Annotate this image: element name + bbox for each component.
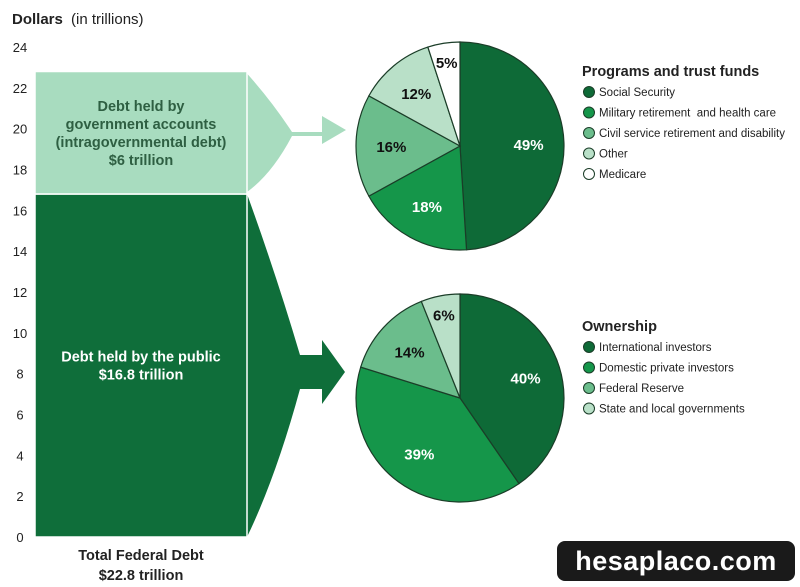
legend-swatch bbox=[583, 147, 595, 160]
pie-slice-label: 5% bbox=[436, 55, 458, 72]
legend-programs-trust-funds: Programs and trust funds Social Security M… bbox=[582, 64, 785, 181]
legend-label: Federal Reserve bbox=[599, 383, 684, 395]
y-tick-label: 8 bbox=[16, 367, 23, 382]
legend-swatch bbox=[583, 341, 595, 353]
pie-slice-label: 49% bbox=[514, 137, 544, 154]
y-tick-label: 16 bbox=[13, 203, 27, 218]
legend-swatch bbox=[583, 361, 595, 374]
total-value-label: $22.8 trillion bbox=[99, 568, 184, 584]
axis-title: Dollars (in trillions) bbox=[12, 11, 144, 28]
legend-label: Civil service retirement and disability bbox=[599, 128, 785, 140]
legend-swatch bbox=[583, 382, 595, 394]
legend-swatch bbox=[583, 127, 595, 139]
pie-slice bbox=[355, 366, 520, 503]
legend-label: International investors bbox=[599, 342, 712, 354]
bar-segment-label: (intragovernmental debt) bbox=[56, 135, 227, 151]
legend-title: Programs and trust funds bbox=[582, 64, 759, 80]
y-tick-label: 14 bbox=[13, 244, 27, 259]
y-tick-label: 20 bbox=[13, 122, 27, 137]
connector-arrows bbox=[247, 73, 346, 537]
pie-slice-label: 40% bbox=[511, 371, 541, 388]
y-tick-label: 10 bbox=[13, 326, 27, 341]
legend-ownership: Ownership International investors Domestic… bbox=[582, 319, 745, 416]
y-tick-label: 6 bbox=[16, 408, 23, 423]
pie-slice-label: 39% bbox=[404, 446, 434, 463]
legend-label: State and local governments bbox=[599, 404, 745, 416]
bar-segment-label: Debt held by the public bbox=[61, 350, 221, 366]
stacked-bar bbox=[34, 70, 248, 538]
bar-segment-label: $16.8 trillion bbox=[99, 368, 184, 384]
bar-segment bbox=[34, 193, 248, 538]
y-tick-label: 2 bbox=[16, 489, 23, 504]
legend-label: Military retirement and health care bbox=[599, 108, 776, 120]
y-tick-label: 4 bbox=[16, 448, 23, 463]
pie-slice bbox=[459, 293, 565, 485]
bar-segment-label: $6 trillion bbox=[109, 153, 173, 169]
pie-slice bbox=[427, 41, 461, 147]
pie-slice-label: 16% bbox=[376, 139, 406, 156]
y-tick-label: 24 bbox=[13, 40, 27, 55]
legend-label: Social Security bbox=[599, 87, 675, 99]
legend-title: Ownership bbox=[582, 319, 657, 335]
legend-label: Domestic private investors bbox=[599, 363, 734, 375]
y-tick-label: 0 bbox=[16, 530, 23, 545]
arrow-to-ownership-pie bbox=[247, 194, 345, 537]
pie-slice bbox=[368, 145, 468, 251]
y-tick-label: 18 bbox=[13, 163, 27, 178]
bar-segment bbox=[34, 70, 248, 195]
bar-segment-label: Debt held by bbox=[97, 99, 184, 115]
legend-label: Other bbox=[599, 149, 628, 161]
pie-slice-label: 12% bbox=[401, 86, 431, 103]
total-label: Total Federal Debt bbox=[78, 548, 204, 564]
y-tick-label: 12 bbox=[13, 285, 27, 300]
pie-slice bbox=[355, 95, 462, 197]
legend-swatch bbox=[583, 402, 595, 415]
legend-swatch bbox=[583, 86, 595, 98]
pie-programs-trust-funds: 49% 18% 16% 12% 5% bbox=[355, 41, 565, 251]
legend-swatch bbox=[583, 106, 595, 119]
pie-slice-label: 6% bbox=[433, 307, 455, 324]
pie-slice-label: 18% bbox=[412, 199, 442, 216]
arrow-to-programs-pie bbox=[247, 73, 346, 192]
legend-swatch bbox=[583, 168, 595, 180]
pie-ownership: 40% 39% 14% 6% bbox=[355, 293, 565, 503]
bar-segment-label: government accounts bbox=[66, 117, 217, 133]
axis-title-main: Dollars bbox=[12, 11, 63, 28]
bar-segment-labels: Debt held by the public $16.8 trillion Deb… bbox=[56, 99, 227, 384]
y-tick-label: 22 bbox=[13, 81, 27, 96]
pie-slice bbox=[459, 41, 565, 251]
pie-slice bbox=[359, 300, 462, 399]
pie-slice bbox=[368, 46, 462, 148]
pie-slice bbox=[420, 293, 461, 399]
axis-title-unit: (in trillions) bbox=[71, 11, 144, 28]
legend-label: Medicare bbox=[599, 169, 646, 181]
watermark: hesaplaco.com bbox=[557, 541, 795, 581]
pie-slice-label: 14% bbox=[395, 344, 425, 361]
